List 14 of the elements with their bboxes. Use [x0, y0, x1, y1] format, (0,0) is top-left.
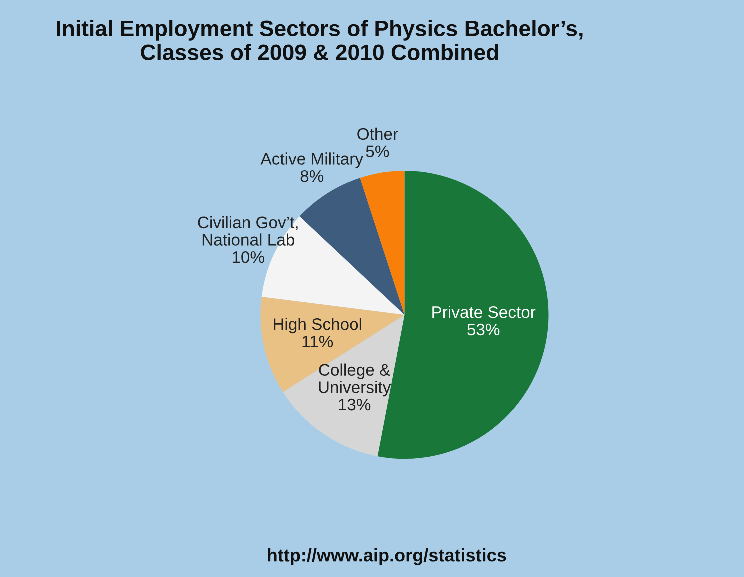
data-label: 8% [300, 170, 324, 182]
slice-label: Other [358, 128, 398, 140]
slice-label: Active Military [260, 152, 364, 168]
data-label: 53% [468, 324, 500, 336]
slice-label: Civilian Gov’t, National Lab [198, 216, 298, 246]
slice-label: High School [274, 318, 362, 334]
data-label: 10% [232, 251, 264, 264]
data-label: 13% [339, 398, 371, 411]
data-label: 11% [302, 336, 334, 348]
slice-label: College & University [319, 364, 392, 397]
slice-label: Private Sector [432, 306, 536, 318]
chart-title: Initial Employment Sectors of Physics Bachelor’s, Classes of 2009 & 2010 Combined [57, 20, 583, 60]
data-label: 5% [366, 146, 390, 158]
text: http://www.aip.org/statistics [268, 548, 506, 566]
